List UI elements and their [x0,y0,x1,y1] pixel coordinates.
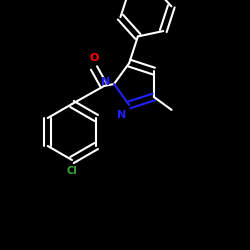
Text: O: O [89,53,99,63]
Text: Cl: Cl [66,166,78,176]
Text: N: N [101,77,110,87]
Text: N: N [117,110,126,120]
